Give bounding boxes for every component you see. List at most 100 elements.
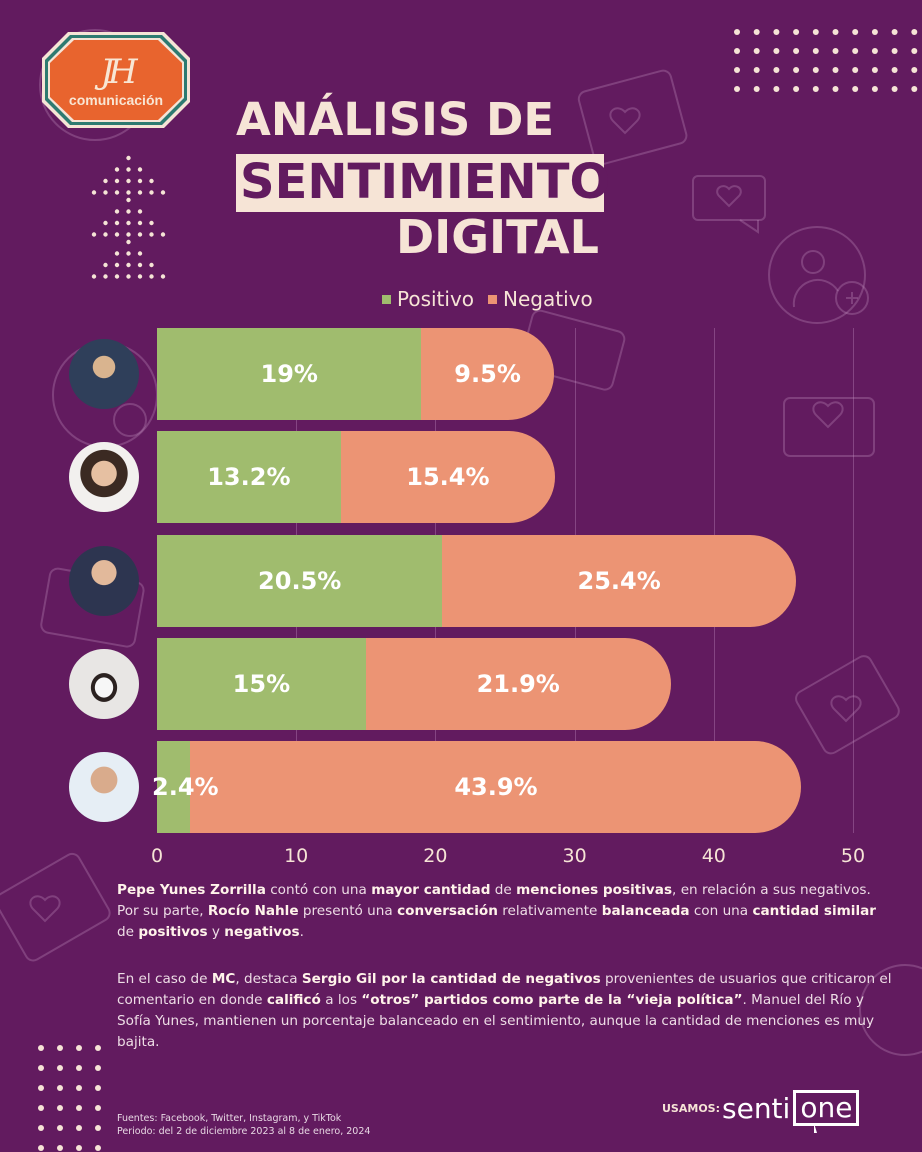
- decoration-dot: [76, 1125, 82, 1131]
- decoration-dot: [832, 48, 839, 54]
- body-text: provenientes de usuarios que criticaron …: [117, 971, 892, 1008]
- decoration-dot: [38, 1125, 44, 1131]
- bar-segment-negativo: 43.9%: [190, 741, 802, 834]
- body-text: contó con una: [265, 882, 372, 898]
- x-tick-label: 30: [562, 845, 587, 867]
- heart-chat-bubble-icon: [795, 655, 900, 755]
- decoration-dot: [126, 251, 131, 256]
- decoration-dot: [126, 167, 131, 172]
- decoration-dot: [103, 274, 108, 279]
- emphasis-text: calificó: [266, 992, 321, 1008]
- gridline: [853, 328, 854, 833]
- x-tick-label: 0: [150, 845, 164, 867]
- decoration-dot: [832, 67, 839, 73]
- sentione-logo-part1: senti: [722, 1091, 791, 1125]
- usamos-label: USAMOS:: [662, 1102, 720, 1115]
- decoration-dot: [891, 29, 898, 35]
- heart-chat-bubble-icon: [577, 69, 688, 166]
- emphasis-text: MC: [211, 971, 236, 987]
- decoration-dot: [76, 1085, 82, 1091]
- bar-segment-positivo: 15%: [157, 637, 366, 730]
- decoration-dot: [137, 251, 143, 256]
- decoration-dot: [76, 1065, 82, 1071]
- decoration-dot: [734, 48, 740, 54]
- body-text: de: [117, 924, 139, 940]
- decoration-dot: [773, 86, 780, 92]
- candidate-avatar: [69, 442, 139, 513]
- decoration-dot: [126, 220, 131, 226]
- body-text: . Manuel del Río y Sofía Yunes, mantiene…: [117, 992, 874, 1050]
- decoration-dot: [114, 251, 120, 256]
- sentione-logo: senti one: [722, 1090, 860, 1133]
- bar-segment-positivo: 19%: [157, 328, 422, 420]
- sentiment-bar-chart: 19% 9.5% 13.2% 15.4% 20.5% 25.4% 15% 21.9% 43.9%…: [0, 328, 922, 867]
- candidate-avatar: [69, 339, 139, 409]
- decoration-dot: [114, 209, 120, 214]
- user-add-icon: [768, 226, 869, 324]
- title-line-1: ANÁLISIS DE: [236, 93, 555, 146]
- decoration-dot: [149, 190, 154, 195]
- decoration-dot: [753, 48, 760, 54]
- decoration-dot: [103, 220, 108, 226]
- decoration-dot: [95, 1065, 101, 1071]
- emphasis-text: negativos: [224, 924, 300, 940]
- decoration-dot: [149, 232, 154, 237]
- decoration-dot: [891, 48, 898, 54]
- decoration-dot: [57, 1085, 63, 1091]
- decoration-dot: [871, 86, 878, 92]
- body-text: de: [490, 882, 517, 898]
- data-label-positivo: 19%: [260, 360, 318, 388]
- body-text: a los: [320, 992, 362, 1008]
- decoration-dot: [852, 86, 859, 92]
- bar-row: 43.9% 2.4%: [0, 741, 922, 834]
- decoration-dot: [753, 67, 760, 73]
- decoration-dot: [91, 274, 97, 279]
- emphasis-text: menciones positivas: [516, 882, 673, 898]
- decoration-dot: [812, 48, 819, 54]
- decoration-dot: [149, 178, 154, 184]
- decoration-dot: [149, 262, 154, 268]
- decoration-dot: [103, 190, 108, 195]
- decoration-dot: [911, 48, 918, 54]
- decoration-dot: [114, 178, 120, 184]
- decoration-dot: [38, 1145, 44, 1151]
- sentione-logo-part2: one: [793, 1090, 860, 1133]
- decoration-dot: [126, 262, 131, 268]
- bar-segment-negativo: 25.4%: [442, 534, 796, 627]
- data-label-positivo: 20.5%: [258, 566, 342, 595]
- decoration-dot: [103, 262, 108, 268]
- emphasis-text: balanceada: [601, 903, 690, 919]
- decoration-dot: [852, 29, 859, 35]
- data-label-positivo: 13.2%: [207, 463, 291, 492]
- decoration-dot: [38, 1065, 44, 1071]
- body-text: , destaca: [235, 971, 302, 987]
- body-text: con una: [689, 903, 753, 919]
- decoration-dot: [137, 178, 143, 184]
- decoration-dot: [95, 1045, 101, 1051]
- decoration-dot: [57, 1065, 63, 1071]
- dot-grid-decoration: [38, 1045, 101, 1151]
- decoration-dot: [852, 48, 859, 54]
- x-tick-label: 20: [423, 845, 448, 867]
- decoration-dot: [734, 29, 740, 35]
- period-text: Periodo: del 2 de diciembre 2023 al 8 de…: [117, 1126, 371, 1137]
- decoration-dot: [114, 220, 120, 226]
- decoration-dot: [95, 1125, 101, 1131]
- decoration-dot: [137, 209, 143, 214]
- decoration-dot: [793, 86, 800, 92]
- decoration-dot: [871, 48, 878, 54]
- sources-note: Fuentes: Facebook, Twitter, Instagram, y…: [117, 1112, 370, 1138]
- emphasis-text: positivos: [138, 924, 208, 940]
- dot-grid-decoration: [734, 29, 918, 92]
- decoration-dot: [38, 1105, 44, 1111]
- bar-segment-negativo: 15.4%: [340, 431, 556, 524]
- decoration-dot: [114, 190, 120, 195]
- decoration-dot: [137, 167, 143, 172]
- data-label-negativo: 15.4%: [406, 463, 490, 492]
- decoration-dot: [114, 274, 120, 279]
- bar-row: 13.2% 15.4%: [0, 431, 922, 524]
- body-text: En el caso de: [117, 971, 212, 987]
- data-label-negativo: 9.5%: [454, 360, 521, 388]
- decoration-dot: [57, 1045, 63, 1051]
- decoration-dot: [793, 67, 800, 73]
